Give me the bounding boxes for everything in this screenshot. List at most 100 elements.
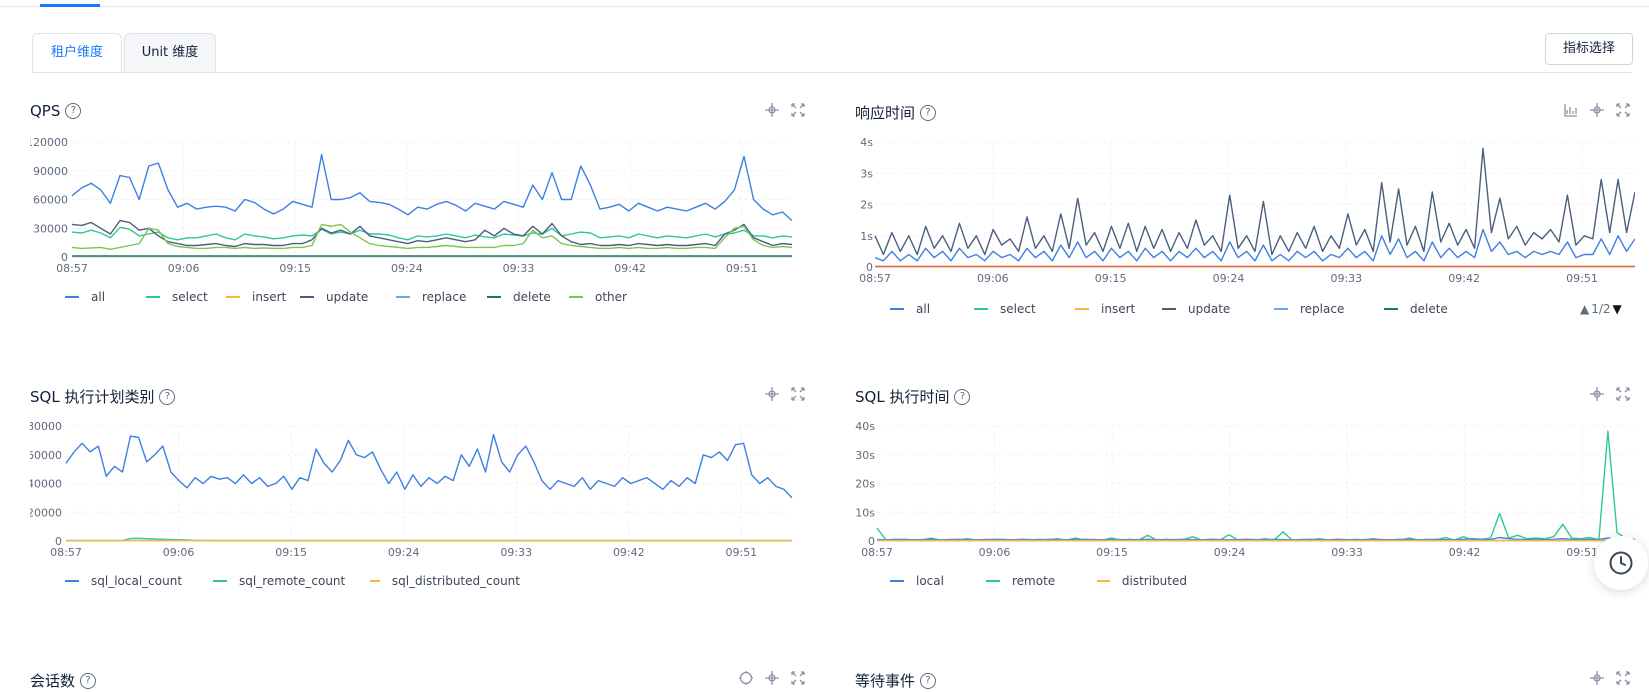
- y-tick-label: 30000: [33, 222, 68, 235]
- legend-swatch: [65, 296, 79, 298]
- panel-title: QPS?: [30, 102, 82, 120]
- clock-icon: [1609, 551, 1633, 575]
- series-line-sql_local_count: [65, 433, 793, 499]
- legend-item-select[interactable]: select: [974, 302, 1075, 316]
- page-down-icon[interactable]: ▼: [1612, 302, 1622, 316]
- metric-select-button[interactable]: 指标选择: [1545, 33, 1633, 65]
- fullscreen-icon[interactable]: [790, 670, 806, 686]
- legend-label: update: [1188, 302, 1231, 316]
- series-line-select: [71, 226, 793, 241]
- panel-tools: [764, 102, 806, 118]
- x-tick-label: 09:15: [279, 262, 311, 275]
- panel-title: SQL 执行时间?: [855, 386, 971, 407]
- x-tick-label: 09:42: [1449, 546, 1481, 559]
- x-tick-label: 09:15: [1096, 546, 1128, 559]
- panel-qps: QPS? 0 30000 60000 90000 120000 08:57 09:06 09:…: [30, 102, 810, 332]
- legend-item-insert[interactable]: insert: [1075, 302, 1162, 316]
- legend-item-delete[interactable]: delete: [1384, 302, 1454, 316]
- history-clock-button[interactable]: [1594, 536, 1648, 590]
- legend-item-insert[interactable]: insert: [226, 290, 300, 304]
- y-tick-label: 80000: [30, 420, 62, 433]
- legend-item-distributed[interactable]: distributed: [1097, 574, 1187, 588]
- crosshair-sync-icon[interactable]: [1589, 102, 1605, 118]
- legend-swatch: [370, 580, 380, 582]
- x-tick-label: 09:15: [275, 546, 307, 559]
- sql-plan-legend: sql_local_count sql_remote_count sql_distr…: [65, 574, 520, 588]
- help-icon[interactable]: ?: [80, 672, 97, 689]
- legend-item-all[interactable]: all: [890, 302, 974, 316]
- x-tick-label: 09:42: [1448, 272, 1480, 285]
- help-icon[interactable]: ?: [954, 388, 971, 405]
- fullscreen-icon[interactable]: [1615, 386, 1631, 402]
- y-tick-label: 0: [61, 251, 68, 264]
- crosshair-sync-icon[interactable]: [764, 386, 780, 402]
- series-line-remote: [876, 430, 1635, 541]
- tab-bar-line: [32, 72, 1632, 73]
- crosshair-sync-icon[interactable]: [1589, 670, 1605, 686]
- qps-chart: 0 30000 60000 90000 120000 08:57 09:06 09:15 09:…: [30, 132, 810, 282]
- x-tick-label: 09:06: [979, 546, 1011, 559]
- x-tick-label: 08:57: [56, 262, 88, 275]
- x-tick-label: 09:24: [388, 546, 420, 559]
- help-icon[interactable]: ?: [65, 103, 82, 119]
- legend-label: local: [916, 574, 944, 588]
- panel-sessions: 会话数?: [30, 670, 810, 692]
- legend-label: all: [91, 290, 106, 304]
- chart-type-icon[interactable]: [1563, 102, 1579, 118]
- legend-item-replace[interactable]: replace: [1274, 302, 1384, 316]
- help-icon[interactable]: ?: [920, 104, 937, 121]
- y-tick-label: 30s: [855, 449, 875, 462]
- legend-swatch: [974, 308, 988, 310]
- legend-item-sql_remote_count[interactable]: sql_remote_count: [213, 574, 370, 588]
- legend-item-local[interactable]: local: [890, 574, 986, 588]
- crosshair-sync-icon[interactable]: [764, 670, 780, 686]
- panel-title: SQL 执行计划类别?: [30, 386, 176, 407]
- fullscreen-icon[interactable]: [1615, 670, 1631, 686]
- x-tick-label: 09:51: [1566, 546, 1598, 559]
- legend-item-update[interactable]: update: [1162, 302, 1274, 316]
- top-tab-indicator: [40, 4, 100, 7]
- legend-item-select[interactable]: select: [146, 290, 226, 304]
- x-tick-label: 08:57: [50, 546, 82, 559]
- legend-item-other[interactable]: other: [569, 290, 639, 304]
- legend-item-sql_distributed_count[interactable]: sql_distributed_count: [370, 574, 520, 588]
- help-icon[interactable]: ?: [159, 388, 176, 405]
- x-tick-label: 09:33: [1331, 546, 1363, 559]
- legend-swatch: [1274, 308, 1288, 310]
- panel-title-text: QPS: [30, 102, 61, 120]
- target-icon[interactable]: [738, 670, 754, 686]
- tab-tenant[interactable]: 租户维度: [32, 33, 122, 74]
- legend-item-all[interactable]: all: [65, 290, 146, 304]
- legend-swatch: [300, 296, 314, 298]
- fullscreen-icon[interactable]: [790, 386, 806, 402]
- legend-label: insert: [1101, 302, 1136, 316]
- fullscreen-icon[interactable]: [790, 102, 806, 118]
- legend-label: other: [595, 290, 627, 304]
- page-up-icon[interactable]: ▲: [1580, 302, 1590, 316]
- panel-tools: [1589, 670, 1631, 686]
- legend-item-sql_local_count[interactable]: sql_local_count: [65, 574, 213, 588]
- fullscreen-icon[interactable]: [1615, 102, 1631, 118]
- legend-swatch: [146, 296, 160, 298]
- y-tick-label: 2s: [860, 199, 873, 212]
- legend-item-update[interactable]: update: [300, 290, 396, 304]
- x-tick-label: 09:33: [1330, 272, 1362, 285]
- series-line-update: [71, 219, 793, 248]
- response-time-legend: all select insert update replace delete: [890, 302, 1454, 316]
- legend-label: replace: [422, 290, 467, 304]
- panel-sql-plan: SQL 执行计划类别? 0 20000 40000 60000 80000 08:57 09…: [30, 386, 810, 616]
- legend-swatch: [65, 580, 79, 582]
- legend-item-delete[interactable]: delete: [487, 290, 569, 304]
- x-tick-label: 09:33: [500, 546, 532, 559]
- series-line-all: [71, 153, 793, 222]
- panel-title: 响应时间?: [855, 102, 937, 123]
- legend-item-remote[interactable]: remote: [986, 574, 1097, 588]
- crosshair-sync-icon[interactable]: [1589, 386, 1605, 402]
- x-tick-label: 09:51: [725, 546, 757, 559]
- panel-title-text: 会话数: [30, 672, 76, 690]
- tab-unit[interactable]: Unit 维度: [124, 33, 216, 72]
- help-icon[interactable]: ?: [920, 672, 937, 689]
- crosshair-sync-icon[interactable]: [764, 102, 780, 118]
- x-tick-label: 09:06: [168, 262, 200, 275]
- legend-item-replace[interactable]: replace: [396, 290, 487, 304]
